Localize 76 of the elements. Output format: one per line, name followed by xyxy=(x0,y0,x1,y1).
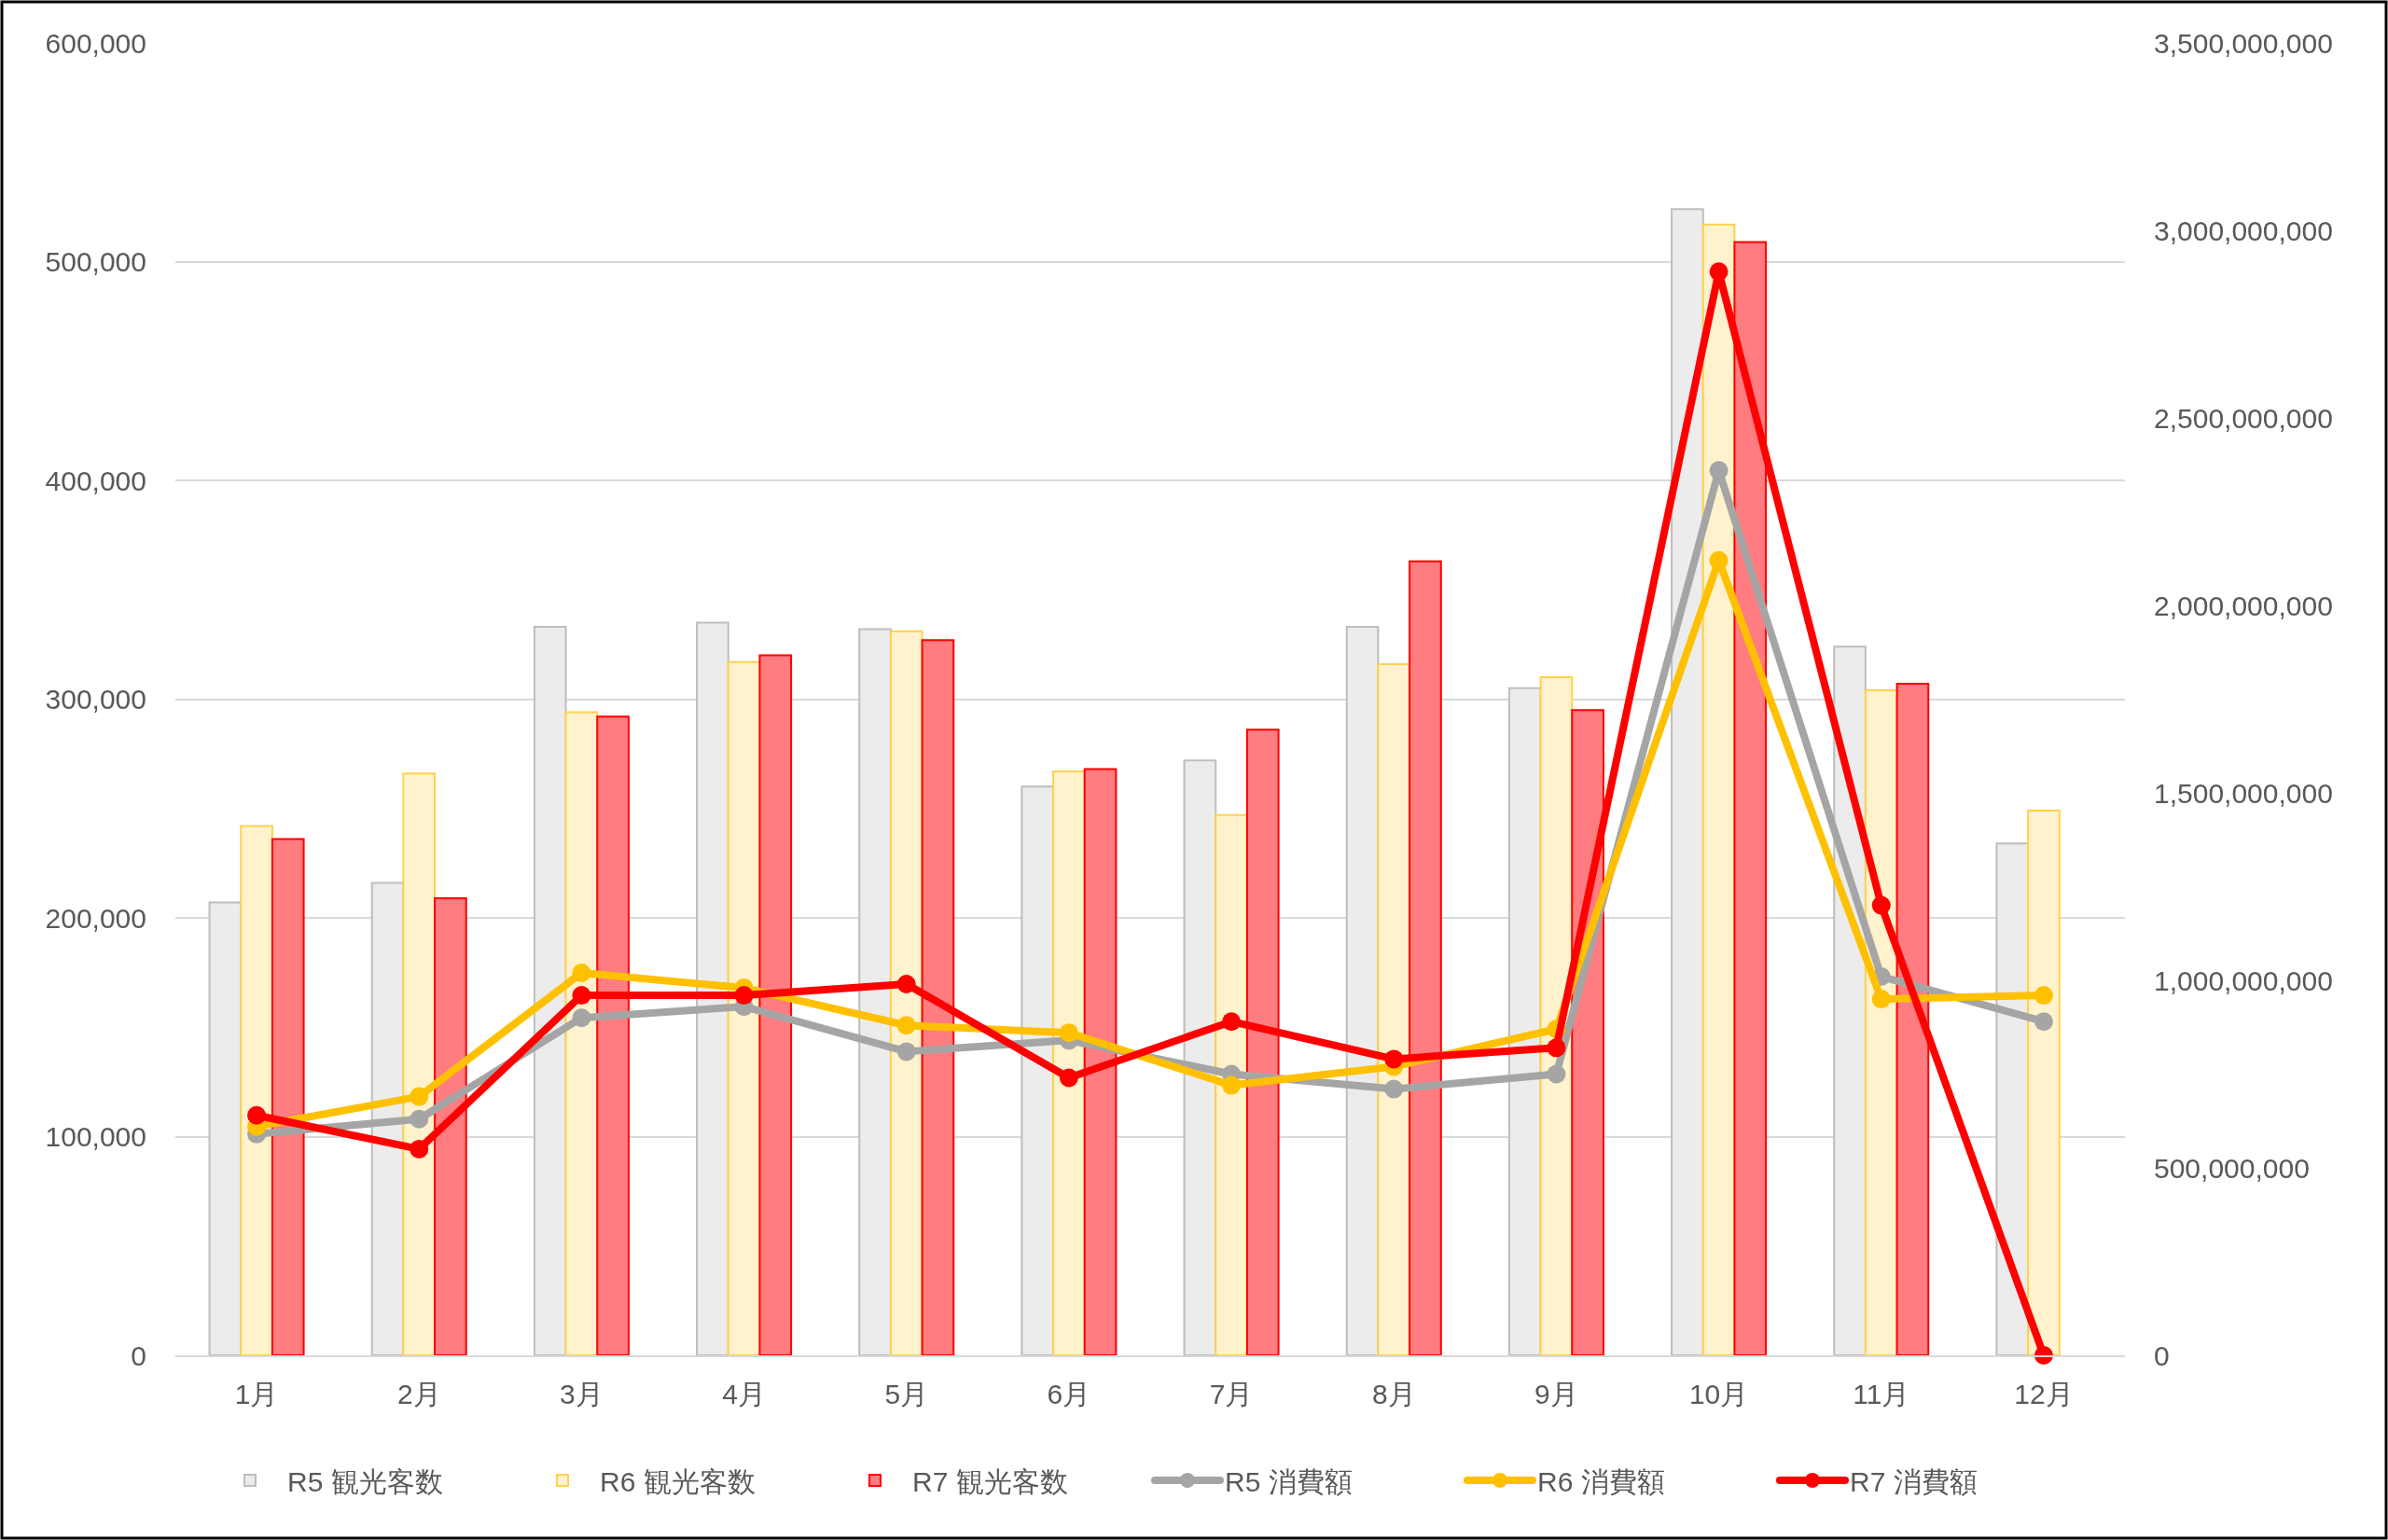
bar xyxy=(1215,813,1248,1355)
bar xyxy=(727,660,761,1355)
bar xyxy=(1377,662,1411,1355)
x-tick-label: 5月 xyxy=(884,1379,929,1409)
point xyxy=(410,1139,429,1158)
legend-label: R7 消費額 xyxy=(1850,1465,1978,1497)
point xyxy=(1871,895,1891,915)
bar xyxy=(208,901,243,1355)
point xyxy=(1222,1012,1242,1032)
x-tick-label: 3月 xyxy=(560,1379,604,1409)
point xyxy=(734,986,754,1006)
bar xyxy=(889,630,923,1355)
point xyxy=(1222,1075,1242,1095)
y2-tick-label: 3,000,000,000 xyxy=(2154,215,2333,246)
legend-label: R5 観光客数 xyxy=(287,1465,443,1497)
bar xyxy=(564,711,599,1355)
point xyxy=(896,1016,916,1035)
x-tick-label: 12月 xyxy=(2014,1379,2074,1409)
bar xyxy=(858,628,892,1355)
y-tick-label: 400,000 xyxy=(45,465,146,496)
legend-label: R6 消費額 xyxy=(1537,1465,1665,1497)
bar xyxy=(1507,687,1542,1355)
y2-tick-label: 1,500,000,000 xyxy=(2154,777,2333,809)
bar xyxy=(1052,770,1086,1355)
bar xyxy=(402,772,437,1355)
bar xyxy=(2027,810,2061,1355)
y2-tick-label: 500,000,000 xyxy=(2154,1152,2310,1184)
x-tick-label: 11月 xyxy=(1853,1379,1910,1409)
x-tick-label: 6月 xyxy=(1047,1379,1091,1409)
point xyxy=(2034,1012,2053,1032)
bar xyxy=(1345,626,1380,1355)
point xyxy=(1384,1049,1404,1069)
x-tick-label: 8月 xyxy=(1371,1379,1416,1409)
x-tick-label: 7月 xyxy=(1209,1379,1254,1409)
y-tick-label: 300,000 xyxy=(45,684,146,715)
legend-label: R6 観光客数 xyxy=(600,1465,756,1497)
point xyxy=(1059,1068,1078,1088)
y-tick-label: 200,000 xyxy=(45,902,146,934)
point xyxy=(410,1087,429,1106)
point xyxy=(1547,1064,1566,1084)
point xyxy=(1547,1038,1566,1058)
point xyxy=(896,1042,916,1061)
point xyxy=(1709,550,1729,570)
y-tick-label: 600,000 xyxy=(45,27,146,59)
point xyxy=(1871,990,1891,1009)
point xyxy=(572,963,591,982)
point xyxy=(1059,1023,1078,1043)
x-tick-label: 4月 xyxy=(722,1379,766,1409)
point xyxy=(410,1109,429,1129)
y2-tick-label: 2,500,000,000 xyxy=(2154,402,2333,434)
bar xyxy=(240,825,273,1355)
y-tick-label: 0 xyxy=(131,1339,146,1371)
y-tick-label: 500,000 xyxy=(45,246,146,277)
legend-label: R5 消費額 xyxy=(1225,1465,1353,1497)
y2-tick-label: 2,000,000,000 xyxy=(2154,590,2333,621)
x-tick-label: 9月 xyxy=(1534,1379,1578,1409)
x-tick-label: 10月 xyxy=(1688,1379,1749,1409)
y2-tick-label: 0 xyxy=(2154,1339,2170,1371)
y-tick-label: 100,000 xyxy=(45,1121,146,1152)
bar xyxy=(1020,785,1055,1355)
bar xyxy=(1539,676,1574,1355)
y2-tick-label: 1,000,000,000 xyxy=(2154,964,2333,996)
point xyxy=(572,986,591,1006)
bar xyxy=(533,626,567,1355)
bar xyxy=(696,621,729,1355)
point xyxy=(896,975,916,994)
point xyxy=(1709,262,1729,282)
point xyxy=(572,1008,591,1028)
point xyxy=(2034,986,2053,1006)
point xyxy=(1384,1079,1404,1099)
legend-label: R7 観光客数 xyxy=(912,1465,1068,1497)
point xyxy=(1709,461,1729,480)
y2-tick-label: 3,500,000,000 xyxy=(2154,27,2333,59)
x-tick-label: 2月 xyxy=(396,1379,441,1409)
x-tick-label: 1月 xyxy=(234,1379,279,1409)
point xyxy=(247,1105,267,1125)
